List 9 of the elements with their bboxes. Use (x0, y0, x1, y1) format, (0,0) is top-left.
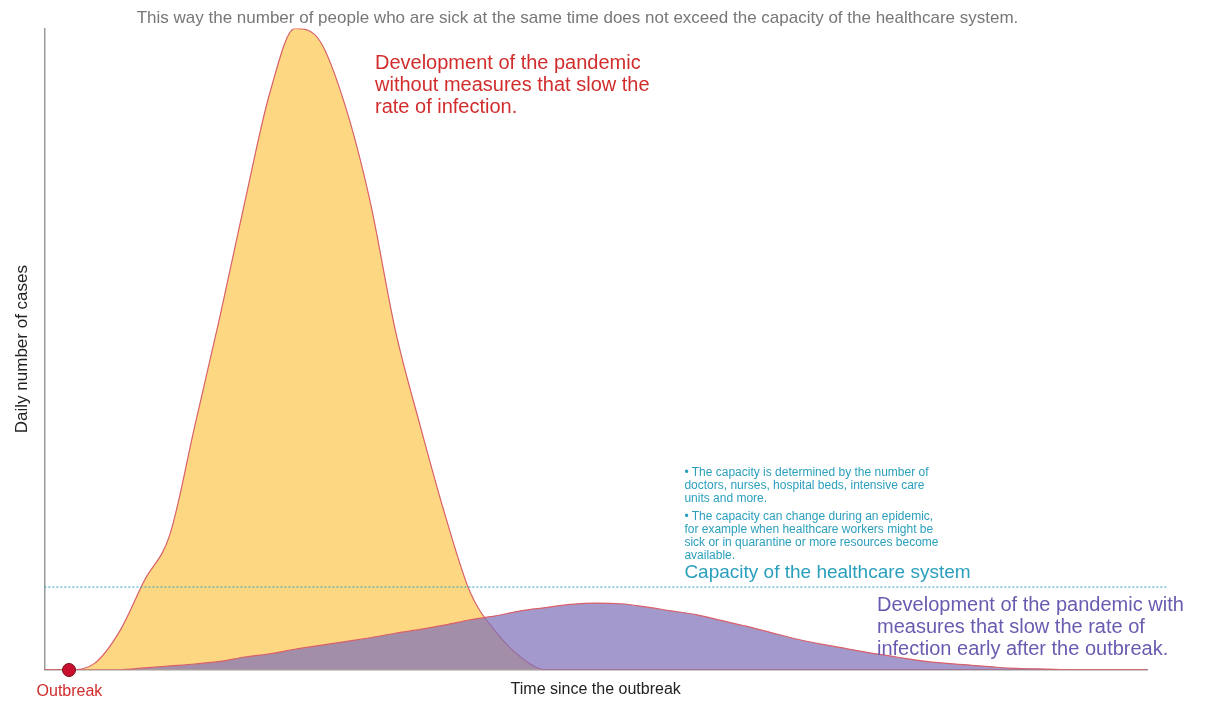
annotation: • The capacity can change during an epidemic, for example when healthcare workers might be sick or in quarantine or more resources become available. (684, 509, 939, 563)
x-axis-title: Time since the outbreak (510, 679, 682, 697)
ref-line-label: Capacity of the healthcare system (684, 560, 971, 582)
series-label: Development of the pandemic with measures that slow the rate of infection early after the outbreak. (877, 592, 1184, 659)
chart-subtitle: This way the number of people who are sick at the same time does not exceed the capacity of the healthcare system. (136, 7, 1019, 27)
y-axis-title: Daily number of cases (11, 265, 31, 434)
series-label: Development of the pandemic without measures that slow the rate of infection. (373, 50, 650, 117)
text: Outbreak (36, 682, 104, 700)
annotation: • The capacity is determined by the number of doctors, nurses, hospital beds, intensive care units and more. (684, 465, 930, 506)
